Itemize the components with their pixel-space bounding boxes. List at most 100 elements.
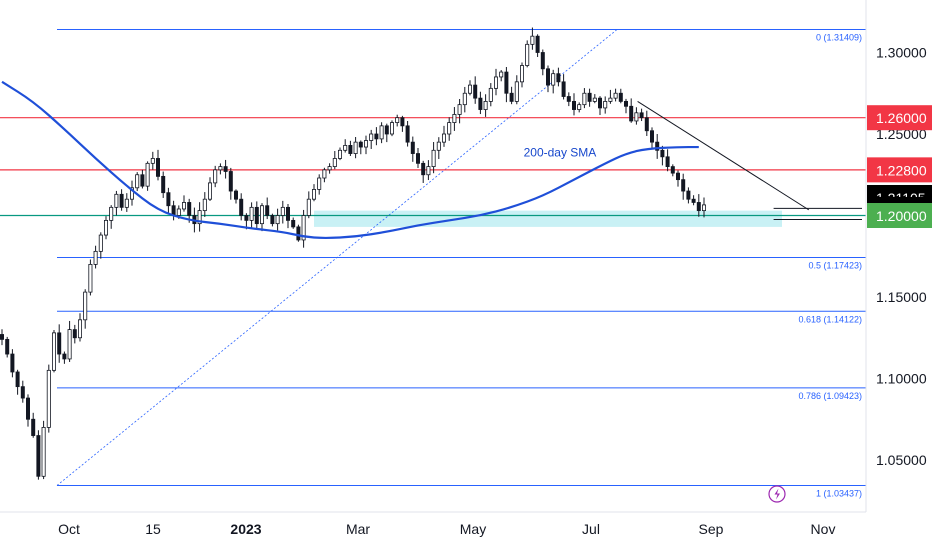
candle-body-down bbox=[57, 332, 62, 355]
candle-body-up bbox=[207, 182, 212, 200]
candle bbox=[353, 137, 358, 159]
candle-body-down bbox=[291, 219, 296, 228]
candle-body-up bbox=[514, 81, 519, 102]
candle-body-down bbox=[384, 125, 389, 135]
candle-body-down bbox=[655, 141, 660, 151]
candle-body-up bbox=[436, 141, 441, 151]
support-zone-layer bbox=[314, 210, 782, 227]
price-tick-label: 1.05000 bbox=[876, 452, 927, 468]
candle bbox=[72, 324, 77, 344]
candle-body-down bbox=[400, 117, 405, 127]
candle bbox=[265, 197, 270, 220]
candle-body-down bbox=[587, 92, 592, 102]
candle-body-up bbox=[343, 145, 348, 151]
candle-body-up bbox=[530, 35, 535, 45]
candle-body-up bbox=[525, 43, 530, 66]
candle bbox=[691, 195, 696, 206]
candle bbox=[415, 148, 420, 169]
candle bbox=[452, 107, 457, 131]
candle-body-down bbox=[244, 215, 249, 221]
candle-body-up bbox=[582, 92, 587, 106]
candle bbox=[441, 125, 446, 147]
candles-layer bbox=[0, 27, 707, 480]
candle bbox=[624, 98, 629, 114]
candle-body-up bbox=[499, 71, 504, 78]
candle-body-down bbox=[676, 172, 681, 181]
candle-body-down bbox=[233, 190, 238, 200]
candle-body-down bbox=[566, 96, 571, 102]
candle bbox=[400, 115, 405, 132]
candle-body-up bbox=[114, 193, 119, 208]
candle bbox=[603, 96, 608, 114]
candle-body-down bbox=[5, 338, 10, 355]
candle bbox=[83, 289, 88, 329]
candle-body-up bbox=[577, 104, 582, 110]
candle-body-up bbox=[452, 114, 457, 123]
candle-body-up bbox=[145, 162, 150, 187]
candle-body-down bbox=[0, 334, 4, 340]
candle bbox=[57, 324, 62, 363]
candle-body-up bbox=[306, 198, 311, 216]
candle bbox=[670, 164, 675, 177]
candle bbox=[135, 172, 140, 192]
fibonacci-layer: 0 (1.31409) 0.5 (1.17423) 0.618 (1.14122) 0… bbox=[56, 29, 866, 498]
time-axis[interactable]: Oct 15 2023 Mar May Jul Sep Nov bbox=[58, 521, 835, 537]
candle bbox=[499, 70, 504, 82]
candle bbox=[462, 86, 467, 113]
price-tick-label: 1.15000 bbox=[876, 289, 927, 305]
candle-body-down bbox=[374, 133, 379, 140]
candle bbox=[207, 177, 212, 202]
price-badge bbox=[867, 157, 932, 183]
time-tick-label: 2023 bbox=[230, 521, 261, 537]
candle bbox=[535, 34, 540, 57]
candle-body-up bbox=[457, 104, 462, 115]
fib-level-label: 0.786 (1.09423) bbox=[798, 391, 862, 401]
candle bbox=[572, 93, 577, 116]
candle-body-down bbox=[504, 71, 509, 94]
lightning-icon[interactable] bbox=[768, 485, 786, 503]
time-tick-label: Oct bbox=[58, 521, 80, 537]
candle bbox=[249, 202, 254, 229]
candle-body-down bbox=[660, 149, 665, 158]
candle-body-up bbox=[603, 101, 608, 109]
candle bbox=[384, 123, 389, 143]
candle-body-up bbox=[109, 206, 114, 221]
candle bbox=[478, 91, 483, 115]
candle-body-down bbox=[478, 97, 483, 110]
candle-body-up bbox=[363, 140, 368, 148]
candle bbox=[270, 213, 275, 227]
candle-body-down bbox=[421, 162, 426, 176]
candle-body-down bbox=[629, 105, 634, 122]
candle-body-down bbox=[166, 192, 171, 207]
candle bbox=[592, 94, 597, 104]
candle-body-up bbox=[327, 166, 332, 171]
candle bbox=[546, 65, 551, 93]
fib-level-label: 0.618 (1.14122) bbox=[798, 314, 862, 324]
candle-body-down bbox=[535, 35, 540, 53]
candle-body-up bbox=[389, 122, 394, 135]
candle bbox=[332, 151, 337, 170]
candle bbox=[104, 216, 109, 240]
candle bbox=[566, 92, 571, 107]
candle bbox=[405, 120, 410, 147]
candle-body-up bbox=[702, 204, 707, 212]
time-tick-label: Sep bbox=[699, 521, 724, 537]
candle bbox=[233, 189, 238, 204]
candle-body-up bbox=[52, 332, 57, 371]
candle bbox=[447, 117, 452, 141]
candle-body-up bbox=[98, 234, 103, 252]
candle bbox=[322, 167, 327, 183]
candle bbox=[520, 62, 525, 88]
candle bbox=[140, 169, 145, 189]
candle-body-down bbox=[72, 329, 77, 339]
candle bbox=[587, 88, 592, 107]
candle-body-up bbox=[280, 206, 285, 216]
time-tick-label: May bbox=[460, 521, 486, 537]
candle-body-down bbox=[161, 175, 166, 194]
candle bbox=[291, 217, 296, 229]
candle-body-up bbox=[353, 141, 358, 154]
candle-body-up bbox=[608, 97, 613, 102]
candle bbox=[119, 189, 124, 211]
